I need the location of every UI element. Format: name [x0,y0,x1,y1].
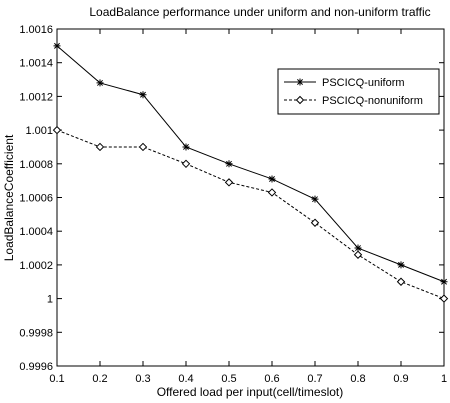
data-point [225,160,233,168]
series-layer [52,42,449,303]
y-tick-label: 1.0008 [19,159,53,171]
x-tick-label: 0.3 [135,373,150,385]
legend-marker [295,95,305,105]
y-tick-label: 1 [47,294,53,306]
chart-title: LoadBalance performance under uniform an… [89,5,430,19]
y-axis-label: LoadBalanceCoefficient [2,134,16,261]
series-line [56,45,445,283]
data-point [439,294,449,303]
x-tick-label: 0.1 [49,373,64,385]
y-axis-ticks: 0.9996 0.9998 1 1.0002 1.0004 1.0006 1.0008 1.0… [19,24,444,373]
data-point [440,278,448,286]
data-point [182,143,190,151]
data-point [397,261,405,269]
y-tick-label: 1.0004 [19,226,53,238]
y-tick-label: 1.0016 [19,24,53,36]
data-point [95,142,105,152]
data-point [53,42,61,50]
x-tick-label: 0.9 [393,373,408,385]
data-point [267,188,277,197]
x-tick-label: 0.4 [178,373,193,385]
legend: PSCICQ-uniform PSCICQ-nonuniform [277,68,440,115]
legend-marker [296,78,304,86]
data-point [354,244,362,252]
data-point [139,91,147,99]
data-point [224,178,234,187]
y-tick-label: 1.001 [25,125,53,137]
data-point [52,125,62,135]
y-tick-label: 0.9998 [19,327,53,339]
data-point [353,250,363,259]
data-point [396,277,406,286]
legend-label: PSCICQ-uniform [322,77,405,89]
y-tick-label: 1.0006 [19,193,53,205]
legend-label: PSCICQ-nonuniform [322,95,423,107]
y-tick-label: 0.9996 [19,361,53,373]
y-tick-label: 1.0002 [19,260,53,272]
x-tick-label: 0.7 [307,373,322,385]
data-point [96,79,104,87]
x-axis-label: Offered load per input(cell/timeslot) [157,385,344,399]
data-point [310,218,320,227]
x-tick-label: 1 [441,373,447,385]
data-point [138,142,148,152]
y-tick-label: 1.0012 [19,91,53,103]
x-axis-ticks: 0.1 0.2 0.3 0.4 0.5 0.6 0.7 0.8 0.9 1 [49,29,447,385]
x-tick-label: 0.8 [350,373,365,385]
x-tick-label: 0.5 [221,373,236,385]
y-tick-label: 1.0014 [19,58,53,70]
data-point [181,159,191,169]
legend-box [277,68,440,115]
series-diamond [52,125,449,303]
data-point [311,195,319,203]
series-star [53,42,448,286]
x-tick-label: 0.6 [264,373,279,385]
data-point [268,175,276,183]
series-line [56,129,445,300]
x-tick-label: 0.2 [92,373,107,385]
